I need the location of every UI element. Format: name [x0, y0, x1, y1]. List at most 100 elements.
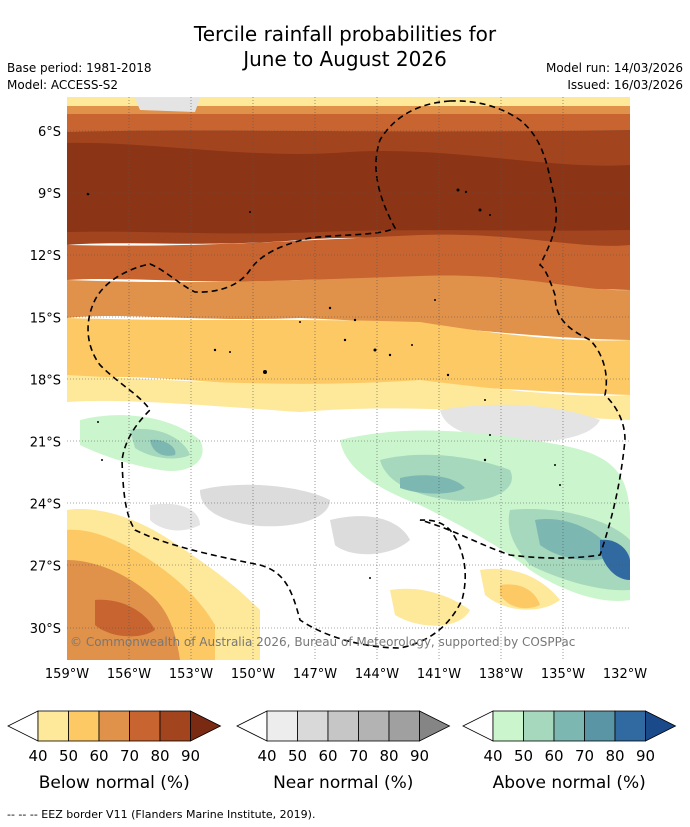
colorbar-segment	[327, 710, 359, 742]
probability-field	[67, 97, 630, 660]
lon-label: 156°W	[107, 667, 151, 682]
band-90-core	[67, 142, 630, 234]
lon-label: 141°W	[417, 667, 461, 682]
colorbar-tick: 60	[318, 747, 337, 765]
colorbar-segment	[523, 710, 555, 742]
colorbar-segment	[98, 710, 130, 742]
colorbar-tick: 50	[514, 747, 533, 765]
lon-label: 132°W	[603, 667, 647, 682]
map-title: Tercile rainfall probabilities for June …	[0, 22, 690, 72]
near-normal-patch	[330, 516, 410, 555]
lon-label: 159°W	[45, 667, 89, 682]
colorbar-tick: 80	[379, 747, 398, 765]
colorbar-max-extend	[645, 710, 677, 742]
colorbar-segment	[159, 710, 191, 742]
lon-label: 153°W	[169, 667, 213, 682]
above-normal-patch	[535, 519, 615, 561]
lon-label: 135°W	[541, 667, 585, 682]
latitude-labels: 6°S 9°S 12°S 15°S 18°S 21°S 24°S 27°S 30°S	[30, 125, 61, 637]
colorbar-segment	[614, 710, 646, 742]
colorbar-max-extend	[190, 710, 222, 742]
colorbar-2: 40 50 60 70 80 90 Above normal (%)	[462, 710, 677, 793]
colorbars: 40 50 60 70 80 90 Below normal (%) 40 50 60 70 80 90…	[7, 710, 677, 793]
meta-right: Model run: 14/03/2026 Issued: 16/03/2026	[546, 60, 683, 94]
colorbar-tick: 40	[257, 747, 276, 765]
lon-label: 147°W	[293, 667, 337, 682]
lat-label: 21°S	[30, 436, 61, 451]
colorbar-label: Below normal (%)	[39, 773, 190, 793]
colorbar-segment	[358, 710, 390, 742]
colorbar-segment	[492, 710, 524, 742]
colorbar-label: Above normal (%)	[493, 773, 646, 793]
near-normal-patch	[135, 98, 200, 112]
band-60-lower	[67, 318, 630, 395]
longitude-labels: 159°W 156°W 153°W 150°W 147°W 144°W 141°W 138°W…	[45, 667, 647, 682]
colorbar-segment	[584, 710, 616, 742]
issued-date: Issued: 16/03/2026	[567, 78, 683, 92]
above-normal-patch	[400, 475, 465, 494]
band-80-south	[95, 599, 155, 637]
base-period: Base period: 1981-2018	[7, 61, 152, 75]
colorbar-tick: 70	[349, 747, 368, 765]
colorbar-tick: 60	[89, 747, 108, 765]
colorbar-min-extend	[7, 710, 39, 742]
lat-label: 18°S	[30, 373, 61, 388]
colorbar-segment	[37, 710, 69, 742]
eez-border	[87, 100, 626, 649]
band-70-lower	[67, 275, 630, 340]
band-60-south-mid	[500, 584, 540, 609]
colorbar-tick: 90	[410, 747, 429, 765]
colorbar-max-extend	[419, 710, 451, 742]
colorbar-label: Near normal (%)	[273, 773, 413, 793]
eez-footnote: -- -- -- EEZ border V11 (Flanders Marine…	[7, 808, 316, 821]
above-normal-patch	[600, 539, 630, 580]
band-80-lower	[67, 234, 630, 290]
title-line-2: June to August 2026	[243, 47, 447, 71]
near-normal-patch	[200, 484, 330, 527]
lat-label: 15°S	[30, 311, 61, 326]
colorbar-segment	[68, 710, 100, 742]
band-80	[67, 114, 630, 134]
colorbar-segment	[266, 710, 298, 742]
lat-label: 27°S	[30, 560, 61, 575]
colorbar-segment	[297, 710, 329, 742]
colorbar-min-extend	[236, 710, 268, 742]
above-normal-patch	[150, 439, 176, 456]
lat-label: 6°S	[38, 125, 61, 140]
colorbar-1: 40 50 60 70 80 90 Near normal (%)	[236, 710, 451, 793]
meta-left: Base period: 1981-2018 Model: ACCESS-S2	[7, 60, 152, 94]
near-normal-patch	[440, 404, 600, 442]
colorbar-tick: 50	[59, 747, 78, 765]
islands	[86, 188, 561, 579]
colorbar-tick: 70	[120, 747, 139, 765]
title-line-1: Tercile rainfall probabilities for	[193, 22, 497, 46]
colorbar-tick: 40	[483, 747, 502, 765]
near-normal-patch	[150, 503, 200, 531]
lon-label: 144°W	[355, 667, 399, 682]
lon-label: 150°W	[231, 667, 275, 682]
model-run: Model run: 14/03/2026	[545, 61, 683, 75]
lat-label: 9°S	[38, 187, 61, 202]
model-name: Model: ACCESS-S2	[7, 78, 119, 92]
colorbar-segment	[129, 710, 161, 742]
colorbar-min-extend	[462, 710, 494, 742]
colorbar-segment	[553, 710, 585, 742]
graticule	[67, 97, 630, 660]
colorbar-tick: 90	[181, 747, 200, 765]
lat-label: 30°S	[30, 622, 61, 637]
colorbar-segment	[388, 710, 420, 742]
colorbar-tick: 90	[636, 747, 655, 765]
band-50-south-mid	[390, 588, 470, 626]
colorbar-tick: 80	[605, 747, 624, 765]
colorbar-tick: 40	[28, 747, 47, 765]
band-70	[67, 106, 630, 116]
copyright-text: © Commonwealth of Australia 2026, Bureau…	[70, 635, 575, 649]
colorbar-tick: 60	[544, 747, 563, 765]
colorbar-0: 40 50 60 70 80 90 Below normal (%)	[7, 710, 222, 793]
colorbar-tick: 50	[288, 747, 307, 765]
lat-label: 12°S	[30, 249, 61, 264]
lat-label: 24°S	[30, 498, 61, 513]
colorbar-tick: 80	[150, 747, 169, 765]
lon-label: 138°W	[479, 667, 523, 682]
